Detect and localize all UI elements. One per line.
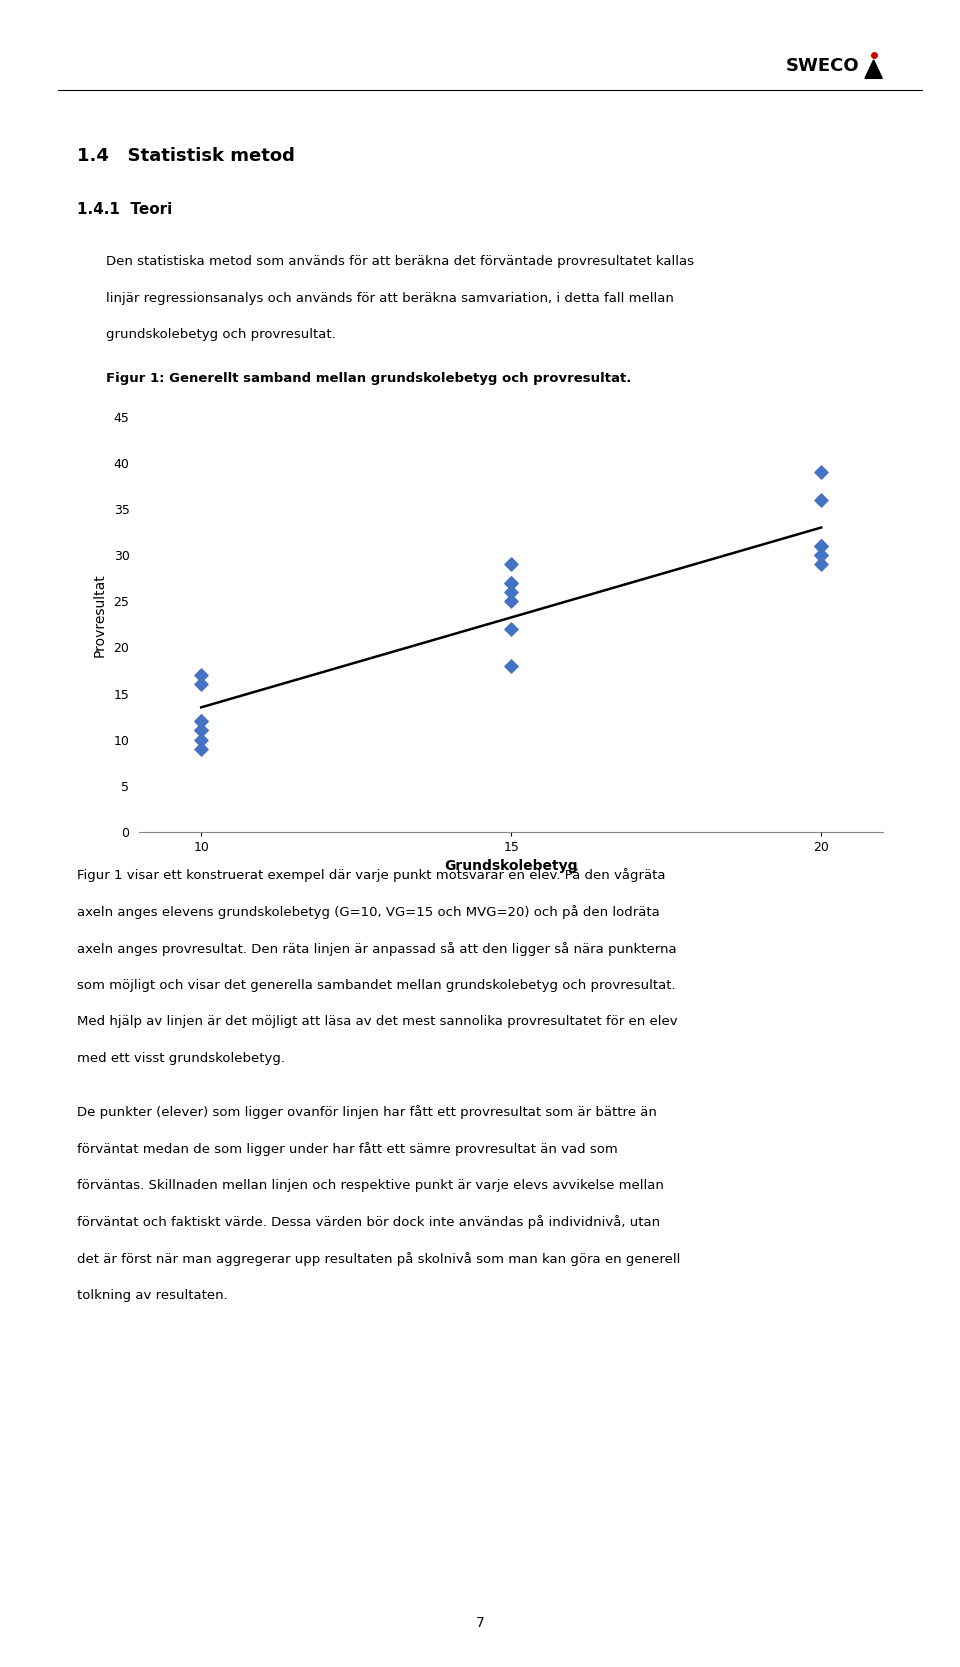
Point [813,533,828,560]
Point [503,652,518,678]
Text: Med hjälp av linjen är det möjligt att läsa av det mest sannolika provresultatet: Med hjälp av linjen är det möjligt att l… [77,1015,678,1029]
Text: Figur 1: Generellt samband mellan grundskolebetyg och provresultat.: Figur 1: Generellt samband mellan grunds… [106,372,631,385]
Text: SWECO: SWECO [785,57,859,75]
Text: axeln anges provresultat. Den räta linjen är anpassad så att den ligger så nära : axeln anges provresultat. Den räta linje… [77,942,677,955]
Text: grundskolebetyg och provresultat.: grundskolebetyg och provresultat. [106,328,335,342]
Point [503,552,518,578]
Text: Figur 1 visar ett konstruerat exempel där varje punkt motsvarar en elev. På den : Figur 1 visar ett konstruerat exempel dä… [77,869,665,882]
Text: linjär regressionsanalys och används för att beräkna samvariation, i detta fall : linjär regressionsanalys och används för… [106,292,674,305]
Point [194,670,209,697]
Point [194,708,209,735]
Point [503,570,518,597]
Text: Den statistiska metod som används för att beräkna det förväntade provresultatet : Den statistiska metod som används för at… [106,255,693,268]
Point [503,578,518,605]
Point [194,727,209,753]
Text: axeln anges elevens grundskolebetyg (G=10, VG=15 och MVG=20) och på den lodräta: axeln anges elevens grundskolebetyg (G=1… [77,905,660,919]
Polygon shape [865,60,882,78]
Text: förväntat medan de som ligger under har fått ett sämre provresultat än vad som: förväntat medan de som ligger under har … [77,1142,617,1155]
Point [813,533,828,560]
Text: förväntas. Skillnaden mellan linjen och respektive punkt är varje elevs avvikels: förväntas. Skillnaden mellan linjen och … [77,1179,663,1192]
Point [813,552,828,578]
Text: 1.4   Statistisk metod: 1.4 Statistisk metod [77,147,295,165]
Point [813,542,828,568]
Text: tolkning av resultaten.: tolkning av resultaten. [77,1289,228,1302]
X-axis label: Grundskolebetyg: Grundskolebetyg [444,860,578,874]
Text: förväntat och faktiskt värde. Dessa värden bör dock inte användas på individnivå: förväntat och faktiskt värde. Dessa värd… [77,1215,660,1229]
Point [194,708,209,735]
Point [503,588,518,615]
Text: De punkter (elever) som ligger ovanför linjen har fått ett provresultat som är b: De punkter (elever) som ligger ovanför l… [77,1105,657,1119]
Text: 7: 7 [475,1617,485,1630]
Point [194,735,209,762]
Point [813,458,828,485]
Point [194,717,209,743]
Text: det är först när man aggregerar upp resultaten på skolnivå som man kan göra en g: det är först när man aggregerar upp resu… [77,1252,681,1265]
Y-axis label: Provresultat: Provresultat [93,573,107,657]
Point [503,570,518,597]
Text: med ett visst grundskolebetyg.: med ett visst grundskolebetyg. [77,1052,285,1065]
Point [194,662,209,688]
Point [813,542,828,568]
Point [194,717,209,743]
Point [813,487,828,513]
Point [503,615,518,642]
Text: som möjligt och visar det generella sambandet mellan grundskolebetyg och provres: som möjligt och visar det generella samb… [77,979,676,992]
Text: 1.4.1  Teori: 1.4.1 Teori [77,202,172,217]
